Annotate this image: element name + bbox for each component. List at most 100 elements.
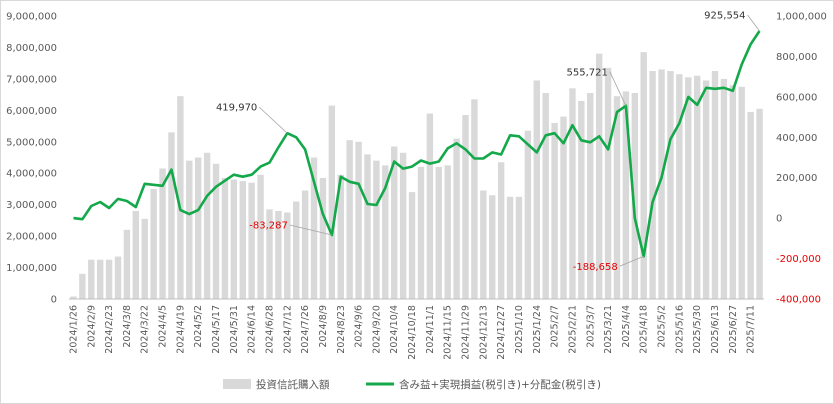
annotation-leader [619, 255, 644, 267]
bar [685, 77, 692, 299]
bar [150, 188, 157, 299]
x-axis-tick-label: 2025/5/2 [657, 305, 668, 348]
bar [649, 71, 656, 300]
x-axis-tick-label: 2025/6/27 [728, 305, 739, 354]
x-axis-tick-label: 2024/10/18 [407, 305, 418, 360]
x-axis-tick-label: 2025/4/4 [621, 305, 632, 348]
bar [426, 113, 434, 299]
bar [658, 69, 665, 299]
bar [444, 165, 451, 299]
bar [382, 165, 389, 299]
left-axis-tick-label: 2,000,000 [6, 232, 57, 243]
bar [542, 93, 549, 300]
x-axis-tick-label: 2024/3/8 [122, 305, 133, 348]
bar [462, 115, 469, 299]
bar [747, 111, 754, 300]
bar-series [70, 52, 763, 300]
annotation-leader [609, 71, 627, 106]
bar [595, 53, 603, 299]
bar [515, 196, 523, 299]
legend-label-bars: 投資信託購入額 [256, 378, 330, 391]
x-axis-tick-label: 2024/1/26 [68, 305, 79, 354]
bar [720, 78, 728, 299]
bar [453, 138, 460, 299]
x-axis-tick-label: 2025/1/10 [514, 305, 525, 354]
bar [435, 166, 442, 299]
bar [168, 132, 175, 299]
bar [702, 80, 710, 299]
right-axis-tick-label: 0 [776, 214, 782, 225]
x-axis-tick-label: 2024/9/6 [354, 305, 365, 348]
axes: 0 1,000,000 2,000,000 3,000,000 4,000,000 5,0… [6, 12, 827, 360]
x-axis-tick-label: 2024/12/27 [496, 305, 507, 360]
bar [319, 177, 327, 299]
x-axis-tick-label: 2024/7/12 [282, 305, 293, 354]
x-axis-tick-label: 2024/12/13 [478, 305, 489, 360]
bar [105, 259, 113, 299]
left-axis-tick-label: 1,000,000 [6, 263, 57, 274]
data-label: 419,970 [216, 103, 257, 114]
bar [471, 99, 478, 299]
bar [578, 100, 585, 300]
bar [266, 209, 273, 299]
annotation-leader [747, 14, 760, 32]
x-axis-tick-label: 2024/11/15 [443, 305, 454, 360]
x-axis-tick-label: 2024/5/2 [193, 305, 204, 348]
bar [604, 67, 612, 299]
x-axis-tick-label: 2024/7/26 [300, 305, 311, 354]
bar [533, 80, 540, 299]
bar [257, 174, 264, 299]
x-axis-tick-label: 2024/6/28 [264, 305, 275, 354]
bar [480, 190, 487, 299]
x-axis-tick-label: 2025/4/18 [639, 305, 650, 354]
bar [328, 105, 336, 299]
bar [622, 91, 630, 299]
bar [239, 181, 246, 299]
bar [391, 146, 398, 299]
x-axis-tick-label: 2024/2/23 [104, 305, 115, 354]
x-axis-tick-label: 2024/10/4 [389, 305, 400, 354]
data-label: -188,658 [573, 262, 618, 273]
bar [301, 190, 309, 299]
bar [96, 259, 104, 299]
left-axis-tick-label: 4,000,000 [6, 169, 57, 180]
right-axis-tick-label: -400,000 [776, 295, 821, 306]
bar [346, 140, 353, 299]
bar [159, 168, 166, 299]
left-axis-tick-label: 3,000,000 [6, 200, 57, 211]
left-axis-tick-label: 7,000,000 [6, 74, 57, 85]
bar [70, 296, 77, 299]
bar [711, 71, 719, 300]
bar [337, 174, 344, 299]
right-axis-tick-label: 200,000 [776, 173, 817, 184]
bar [497, 162, 505, 299]
bar [284, 212, 291, 299]
series-line [73, 30, 761, 258]
bar [141, 218, 148, 299]
x-axis-tick-label: 2024/4/5 [158, 305, 169, 348]
x-axis-tick-label: 2024/9/20 [371, 305, 382, 354]
right-axis-tick-label: 1,000,000 [776, 12, 827, 23]
bar [524, 130, 532, 299]
bar [293, 201, 300, 299]
left-axis-tick-label: 9,000,000 [6, 12, 57, 23]
legend[interactable]: 投資信託購入額 含み益+実現損益(税引き)+分配金(税引き) [223, 378, 601, 391]
data-label: 925,554 [704, 11, 745, 22]
left-axis-tick-label: 0 [51, 295, 57, 306]
x-axis-tick-label: 2025/2/7 [550, 305, 561, 348]
x-axis-tick-label: 2024/8/9 [318, 305, 329, 348]
x-axis-tick-label: 2025/5/16 [674, 305, 685, 354]
bar [123, 229, 131, 299]
x-axis-tick-label: 2024/11/29 [461, 305, 472, 360]
annotation-leader [289, 224, 332, 236]
bar [667, 71, 674, 300]
right-axis-tick-label: 600,000 [776, 92, 817, 103]
bar [676, 74, 683, 299]
bar [186, 160, 193, 299]
legend-label-line: 含み益+実現損益(税引き)+分配金(税引き) [399, 378, 601, 391]
bar [132, 210, 140, 299]
line-series [73, 30, 761, 258]
bar [560, 116, 567, 299]
bar [399, 152, 407, 299]
x-axis-tick-label: 2025/2/21 [567, 305, 578, 354]
